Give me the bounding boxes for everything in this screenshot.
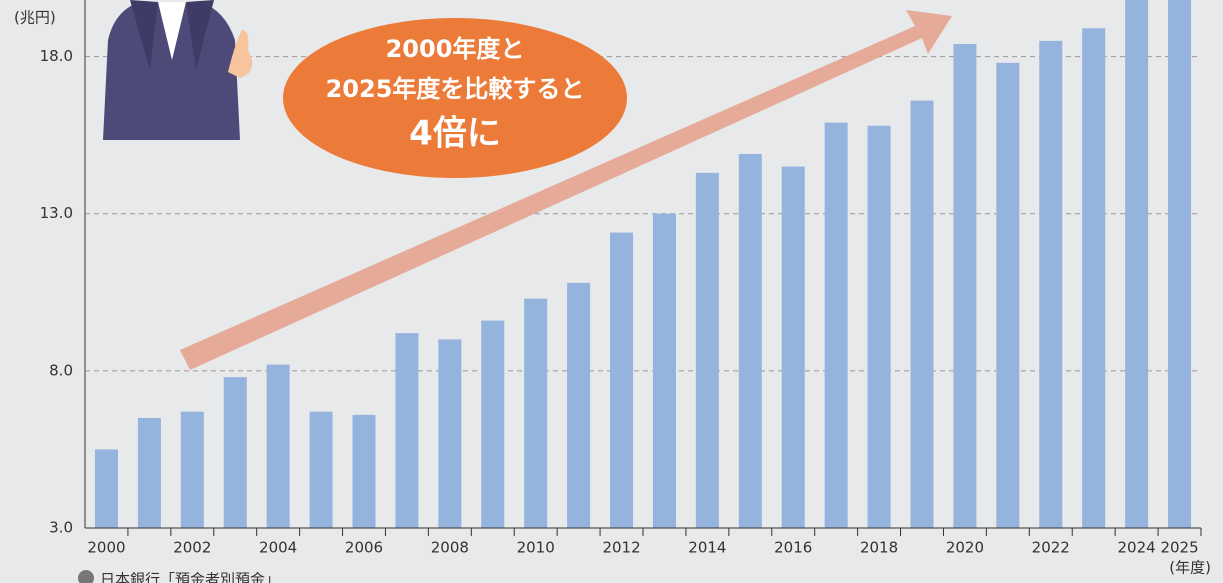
bar [224, 377, 247, 528]
bar [95, 449, 118, 528]
bar [353, 415, 376, 528]
y-tick-label: 8.0 [49, 361, 73, 379]
bar [1125, 0, 1148, 528]
x-tick-label: 2012 [602, 539, 640, 557]
x-tick-label: 2004 [259, 539, 297, 557]
source: 日本銀行「預金者別預金」 [100, 571, 280, 583]
bar [696, 173, 719, 528]
x-tick-label: 2000 [87, 539, 125, 557]
bar [825, 123, 848, 528]
bar [267, 365, 290, 528]
bar [1168, 0, 1191, 528]
y-tick-label: 3.0 [49, 519, 73, 537]
x-tick-label: 2020 [946, 539, 984, 557]
x-tick-label: 2022 [1032, 539, 1070, 557]
person-illustration [103, 0, 252, 140]
x-tick-label: 2016 [774, 539, 812, 557]
chart: (兆円) (年度) 2000年度と 2025年度を比較すると 4倍に 日本銀行「… [0, 0, 1223, 583]
bar [739, 154, 762, 528]
source-icon [78, 570, 94, 583]
bar [653, 214, 676, 528]
x-tick-label: 2002 [173, 539, 211, 557]
bar [524, 299, 547, 528]
bar [395, 333, 418, 528]
bar [310, 412, 333, 528]
bar [1039, 41, 1062, 528]
callout-line: 4倍に [409, 114, 501, 154]
bar [481, 321, 504, 528]
bar [953, 44, 976, 528]
x-tick-label: 2010 [517, 539, 555, 557]
x-tick-label: 2018 [860, 539, 898, 557]
bar [138, 418, 161, 528]
bar [911, 101, 934, 528]
x-tick-label: 2024 [1118, 539, 1156, 557]
bar [782, 167, 805, 528]
bar [438, 339, 461, 528]
x-tick-label: 2025 [1160, 539, 1198, 557]
bar [610, 233, 633, 528]
bar [1082, 28, 1105, 528]
bar [868, 126, 891, 528]
y-unit: (兆円) [14, 9, 56, 27]
y-tick-label: 18.0 [40, 47, 73, 65]
y-tick-label: 13.0 [40, 204, 73, 222]
x-unit: (年度) [1169, 559, 1211, 577]
bar [567, 283, 590, 528]
callout-line: 2000年度と [386, 35, 525, 63]
x-tick-label: 2008 [431, 539, 469, 557]
x-tick-label: 2014 [688, 539, 726, 557]
callout-line: 2025年度を比較すると [326, 75, 585, 103]
x-tick-label: 2006 [345, 539, 383, 557]
bar [996, 63, 1019, 528]
bar [181, 412, 204, 528]
callout: 2000年度と 2025年度を比較すると 4倍に [283, 18, 627, 178]
